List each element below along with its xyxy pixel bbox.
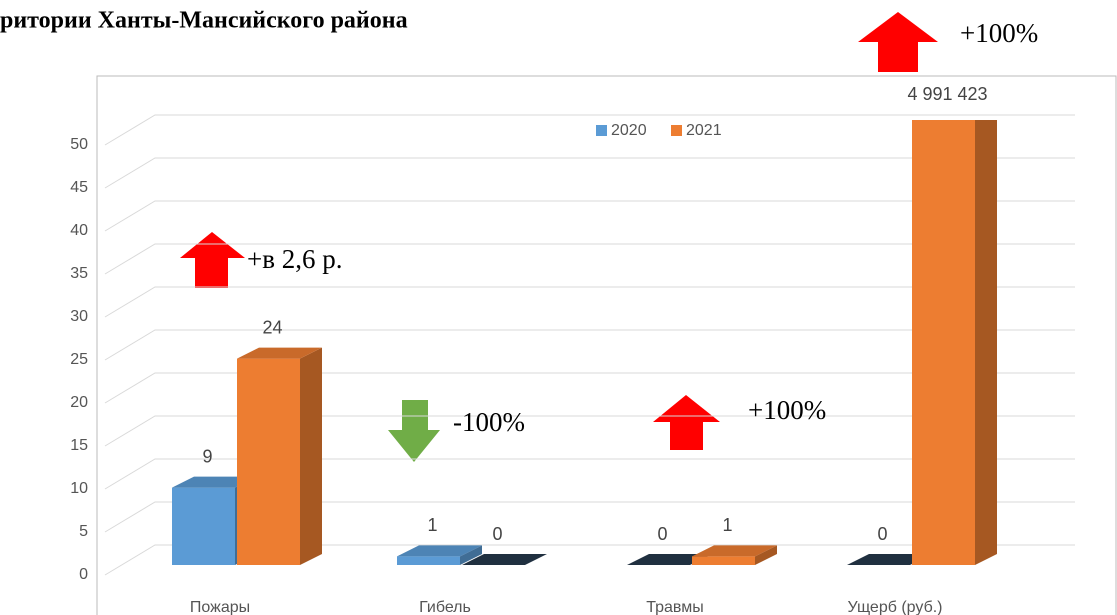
data-label: 0 (492, 524, 502, 544)
grid-line (104, 286, 1075, 318)
grid-line (104, 157, 1075, 189)
bar-face (462, 554, 547, 565)
bar-face (300, 347, 322, 565)
y-tick-label: 45 (70, 179, 88, 196)
annotation: -100% (453, 407, 525, 437)
data-label: 24 (262, 317, 282, 337)
x-tick-label: Гибель (419, 599, 471, 615)
bar-face (237, 347, 322, 359)
legend-swatch (671, 125, 682, 136)
data-label: 4 991 423 (907, 84, 987, 104)
annotation: +100% (748, 395, 826, 425)
annotation: +в 2,6 р. (247, 244, 342, 274)
annotation: +100% (960, 18, 1038, 48)
chart-title: ритории Ханты-Мансийского района (0, 8, 408, 34)
y-tick-label: 10 (70, 480, 88, 497)
grid-line (104, 372, 1075, 404)
grid-line (104, 544, 1075, 576)
arrow-up (653, 395, 720, 450)
bar-face (460, 545, 482, 565)
bar (237, 347, 322, 565)
grid-line (104, 329, 1075, 361)
y-tick-label: 50 (70, 136, 88, 153)
grid-line (104, 501, 1075, 533)
arrow-up (180, 232, 245, 288)
arrow-up (858, 12, 938, 72)
bar (462, 554, 547, 565)
grid-line (104, 200, 1075, 232)
grid-line (104, 458, 1075, 490)
legend-label: 2021 (686, 122, 722, 139)
bar (847, 554, 932, 565)
bar (627, 554, 712, 565)
y-tick-label: 25 (70, 351, 88, 368)
y-tick-label: 5 (79, 523, 88, 540)
legend-label: 2020 (611, 122, 647, 139)
bar-face (692, 545, 777, 557)
legend-swatch (596, 125, 607, 136)
bar-face (397, 545, 482, 557)
y-tick-label: 20 (70, 394, 88, 411)
grid-line (104, 114, 1075, 146)
data-label: 0 (657, 524, 667, 544)
bar (692, 545, 777, 565)
bar-face (172, 487, 235, 565)
bar-face (627, 554, 712, 565)
y-tick-label: 35 (70, 265, 88, 282)
y-tick-label: 30 (70, 308, 88, 325)
x-tick-label: Пожары (190, 599, 250, 615)
bar-face (172, 476, 257, 488)
bar-face (847, 554, 932, 565)
bar-face (237, 358, 300, 565)
grid-line (104, 415, 1075, 447)
data-label: 9 (202, 446, 212, 466)
bar-face (755, 545, 777, 565)
grid-line (104, 243, 1075, 275)
y-tick-label: 15 (70, 437, 88, 454)
data-label: 1 (722, 515, 732, 535)
y-tick-label: 0 (79, 566, 88, 583)
data-label: 0 (877, 524, 887, 544)
bar (397, 545, 482, 565)
bar-face (397, 556, 460, 565)
x-tick-label: Ущерб (руб.) (848, 599, 943, 615)
data-label: 1 (427, 515, 437, 535)
x-tick-label: Травмы (646, 599, 704, 615)
y-tick-label: 40 (70, 222, 88, 239)
bar-face (692, 556, 755, 565)
